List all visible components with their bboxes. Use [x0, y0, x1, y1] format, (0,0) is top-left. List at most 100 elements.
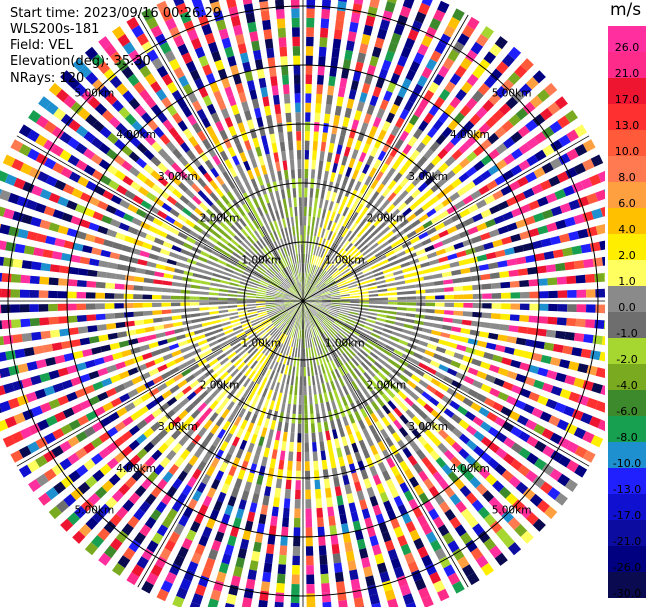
velocity-gate — [293, 300, 303, 301]
velocity-gate — [63, 352, 75, 362]
velocity-gate — [194, 5, 207, 18]
velocity-gate — [305, 310, 308, 320]
velocity-gate — [503, 437, 516, 449]
velocity-gate — [139, 524, 152, 537]
velocity-gate — [309, 287, 317, 295]
velocity-gate — [522, 487, 536, 501]
velocity-gate — [510, 131, 523, 144]
velocity-gate — [571, 409, 584, 421]
velocity-gate — [274, 382, 280, 392]
velocity-gate — [271, 142, 278, 153]
velocity-gate — [269, 400, 275, 411]
velocity-gate — [564, 110, 578, 123]
velocity-gate — [153, 237, 165, 246]
velocity-gate — [348, 284, 358, 289]
velocity-gate — [0, 351, 7, 362]
velocity-gate — [187, 561, 199, 573]
velocity-gate — [37, 419, 50, 431]
nrays-label: NRays: 120 — [10, 71, 85, 86]
velocity-gate — [320, 18, 330, 29]
velocity-gate — [387, 41, 398, 54]
velocity-gate — [350, 222, 358, 232]
velocity-gate — [189, 213, 200, 222]
velocity-gate — [399, 177, 409, 188]
velocity-gate — [136, 419, 148, 430]
velocity-gate — [210, 1, 222, 13]
velocity-gate — [305, 499, 312, 509]
velocity-gate — [182, 242, 193, 250]
velocity-gate — [325, 401, 331, 412]
velocity-gate — [518, 447, 531, 460]
velocity-gate — [518, 142, 531, 155]
velocity-gate — [433, 516, 445, 529]
velocity-gate — [53, 107, 66, 121]
velocity-gate — [384, 230, 394, 239]
velocity-gate — [140, 221, 151, 230]
velocity-gate — [319, 309, 329, 315]
velocity-gate — [135, 384, 147, 394]
velocity-gate — [390, 557, 402, 570]
velocity-gate — [304, 395, 308, 405]
velocity-gate — [460, 532, 473, 545]
velocity-gate — [330, 268, 338, 276]
velocity-gate — [469, 113, 482, 126]
velocity-gate — [217, 163, 226, 174]
velocity-gate — [250, 178, 258, 189]
velocity-gate — [451, 380, 462, 389]
velocity-gate — [262, 320, 272, 327]
velocity-gate — [227, 495, 237, 507]
velocity-gate — [350, 511, 359, 522]
velocity-gate — [289, 287, 297, 295]
velocity-gate — [252, 273, 262, 280]
velocity-gate — [466, 166, 478, 177]
velocity-gate — [219, 150, 229, 162]
velocity-gate — [390, 240, 401, 248]
velocity-gate — [367, 315, 377, 320]
velocity-gate — [124, 358, 135, 367]
velocity-gate — [284, 365, 289, 375]
velocity-gate — [222, 325, 233, 331]
velocity-gate — [380, 428, 389, 439]
velocity-gate — [179, 578, 192, 591]
velocity-gate — [308, 385, 312, 396]
velocity-gate — [353, 0, 364, 5]
velocity-gate — [418, 255, 429, 262]
velocity-gate — [227, 55, 237, 67]
velocity-gate — [131, 375, 143, 385]
velocity-gate — [303, 297, 312, 301]
velocity-gate — [150, 155, 162, 167]
velocity-gate — [307, 273, 310, 283]
velocity-gate — [223, 453, 232, 464]
velocity-gate — [332, 271, 341, 279]
velocity-gate — [403, 273, 414, 279]
velocity-gate — [274, 210, 280, 220]
velocity-gate — [303, 253, 305, 264]
velocity-gate — [343, 445, 351, 456]
velocity-gate — [209, 412, 219, 423]
velocity-gate — [260, 504, 269, 515]
velocity-gate — [402, 329, 413, 335]
velocity-gate — [233, 416, 242, 427]
velocity-gate — [115, 232, 126, 241]
velocity-gate — [480, 154, 493, 166]
velocity-gate — [145, 400, 157, 411]
velocity-gate — [92, 120, 105, 133]
velocity-gate — [384, 154, 394, 166]
velocity-gate — [0, 400, 11, 413]
velocity-gate — [461, 319, 472, 326]
velocity-gate — [305, 546, 314, 556]
velocity-gate — [133, 355, 144, 364]
velocity-gate — [450, 233, 461, 242]
azimuth-spoke — [302, 300, 469, 588]
velocity-gate — [431, 266, 442, 272]
velocity-gate — [466, 439, 478, 451]
velocity-gate — [177, 120, 188, 132]
velocity-gate — [362, 328, 372, 335]
velocity-gate — [255, 146, 263, 157]
velocity-gate — [264, 105, 272, 116]
velocity-gate — [324, 319, 333, 326]
velocity-gate — [180, 142, 191, 153]
velocity-gate — [336, 173, 343, 184]
velocity-gate — [29, 318, 40, 327]
velocity-gate — [174, 328, 185, 334]
